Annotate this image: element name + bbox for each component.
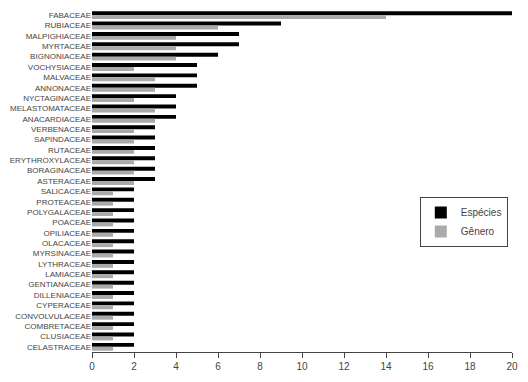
svg-text:16: 16 xyxy=(422,361,434,372)
svg-text:COMBRETACEAE: COMBRETACEAE xyxy=(24,322,91,331)
svg-text:Gênero: Gênero xyxy=(461,226,495,237)
svg-text:RUTACEAE: RUTACEAE xyxy=(48,146,91,155)
svg-text:DILLENIACEAE: DILLENIACEAE xyxy=(34,291,91,300)
svg-text:12: 12 xyxy=(338,361,350,372)
svg-text:VERBENACEAE: VERBENACEAE xyxy=(31,125,91,134)
svg-text:18: 18 xyxy=(464,361,476,372)
svg-text:CLUSIACEAE: CLUSIACEAE xyxy=(40,332,91,341)
svg-text:RUBIACEAE: RUBIACEAE xyxy=(45,21,91,30)
svg-text:6: 6 xyxy=(215,361,221,372)
svg-text:MELASTOMATACEAE: MELASTOMATACEAE xyxy=(10,104,91,113)
svg-text:FABACEAE: FABACEAE xyxy=(49,11,91,20)
svg-text:LYTHRACEAE: LYTHRACEAE xyxy=(38,260,91,269)
svg-text:POACEAE: POACEAE xyxy=(52,218,91,227)
svg-text:BORAGINACEAE: BORAGINACEAE xyxy=(27,166,91,175)
svg-text:14: 14 xyxy=(380,361,392,372)
svg-text:MYRTACEAE: MYRTACEAE xyxy=(42,42,91,51)
svg-text:BIGNONIACEAE: BIGNONIACEAE xyxy=(30,52,91,61)
svg-text:MYRSINACEAE: MYRSINACEAE xyxy=(33,249,91,258)
svg-text:GENTIANACEAE: GENTIANACEAE xyxy=(28,280,91,289)
svg-text:SAPINDACEAE: SAPINDACEAE xyxy=(34,135,91,144)
svg-text:ERYTHROXYLACEAE: ERYTHROXYLACEAE xyxy=(10,156,91,165)
svg-text:CELASTRACEAE: CELASTRACEAE xyxy=(27,343,91,352)
svg-text:CONVOLVULACEAE: CONVOLVULACEAE xyxy=(15,312,91,321)
svg-text:NYCTAGINACEAE: NYCTAGINACEAE xyxy=(23,94,91,103)
svg-text:SALICACEAE: SALICACEAE xyxy=(41,187,91,196)
svg-text:ANACARDIACEAE: ANACARDIACEAE xyxy=(23,115,91,124)
svg-text:LAMIACEAE: LAMIACEAE xyxy=(45,270,91,279)
svg-text:MALVACEAE: MALVACEAE xyxy=(43,73,91,82)
svg-text:10: 10 xyxy=(296,361,308,372)
svg-text:8: 8 xyxy=(257,361,263,372)
svg-text:OLACACEAE: OLACACEAE xyxy=(42,239,91,248)
svg-text:20: 20 xyxy=(506,361,518,372)
svg-text:PROTEACEAE: PROTEACEAE xyxy=(36,198,91,207)
svg-text:4: 4 xyxy=(173,361,179,372)
svg-text:MALPIGHIACEAE: MALPIGHIACEAE xyxy=(26,32,91,41)
svg-text:ANNONACEAE: ANNONACEAE xyxy=(35,84,91,93)
svg-text:ASTERACEAE: ASTERACEAE xyxy=(37,177,91,186)
svg-text:VOCHYSIACEAE: VOCHYSIACEAE xyxy=(28,63,91,72)
svg-text:0: 0 xyxy=(89,361,95,372)
svg-text:OPILIACEAE: OPILIACEAE xyxy=(43,229,91,238)
svg-text:Espécies: Espécies xyxy=(461,207,502,218)
svg-text:CYPERACEAE: CYPERACEAE xyxy=(36,301,91,310)
svg-text:POLYGALACEAE: POLYGALACEAE xyxy=(27,208,91,217)
svg-text:2: 2 xyxy=(131,361,137,372)
